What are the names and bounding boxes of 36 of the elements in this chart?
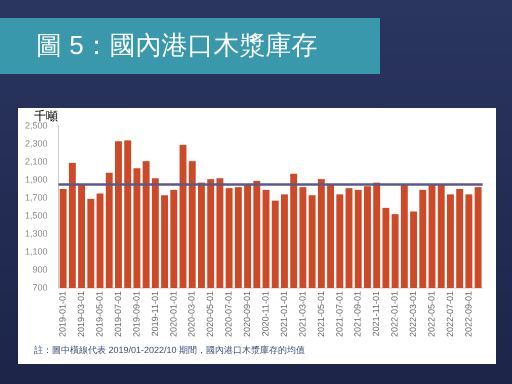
- x-tick-label: 2020-09-01: [242, 290, 252, 338]
- x-tick-label: 2021-03-01: [297, 290, 308, 338]
- x-tick-label: 2020-07-01: [224, 290, 234, 338]
- x-tick-label: 2019-01-01: [58, 290, 68, 338]
- y-tick-label: 700: [32, 282, 48, 292]
- x-tick-label: 2022-09-01: [463, 290, 474, 338]
- x-tick-label: 2019-03-01: [76, 290, 86, 338]
- x-tick-label: 2021-07-01: [334, 290, 344, 338]
- x-tick-label: 2019-09-01: [131, 290, 142, 338]
- y-tick-label: 1,700: [24, 192, 48, 202]
- x-tick-label: 2019-05-01: [94, 290, 105, 338]
- x-tick-label: 2019-11-01: [150, 290, 160, 336]
- x-tick-label: 2022-05-01: [426, 290, 436, 338]
- y-tick-label: 2,300: [24, 138, 48, 148]
- y-tick-label: 1,100: [24, 246, 48, 256]
- y-tick-label: 2,100: [24, 156, 48, 166]
- x-tick-label: 2020-01-01: [168, 290, 178, 338]
- x-tick-label: 2022-07-01: [444, 290, 455, 338]
- y-tick-label: 1,500: [24, 210, 48, 220]
- x-tick-label: 2020-11-01: [260, 290, 270, 336]
- x-tick-label: 2021-05-01: [316, 290, 326, 338]
- x-tick-label: 2019-07-01: [112, 290, 123, 338]
- chart-title: 圖 5：國內港口木漿庫存: [36, 29, 318, 62]
- y-tick-label: 1,300: [24, 228, 48, 238]
- x-tick-label: 2021-11-01: [371, 290, 382, 336]
- x-tick-label: 2020-03-01: [186, 290, 197, 338]
- x-tick-label: 2020-05-01: [205, 290, 216, 338]
- x-tick-label: 2021-01-01: [278, 290, 289, 338]
- x-tick-label: 2022-03-01: [408, 290, 418, 338]
- x-tick-label: 2022-01-01: [390, 290, 400, 338]
- y-tick-label: 1,900: [24, 174, 48, 184]
- x-tick-label: 2021-09-01: [352, 290, 363, 338]
- text: 註：圖中橫線代表 2019/01-2022/10 期間，國內港口木漿庫存的均值: [34, 344, 306, 357]
- y-tick-label: 2,500: [24, 120, 48, 130]
- y-axis-title: 千噸: [34, 108, 58, 123]
- y-tick-label: 900: [32, 264, 48, 274]
